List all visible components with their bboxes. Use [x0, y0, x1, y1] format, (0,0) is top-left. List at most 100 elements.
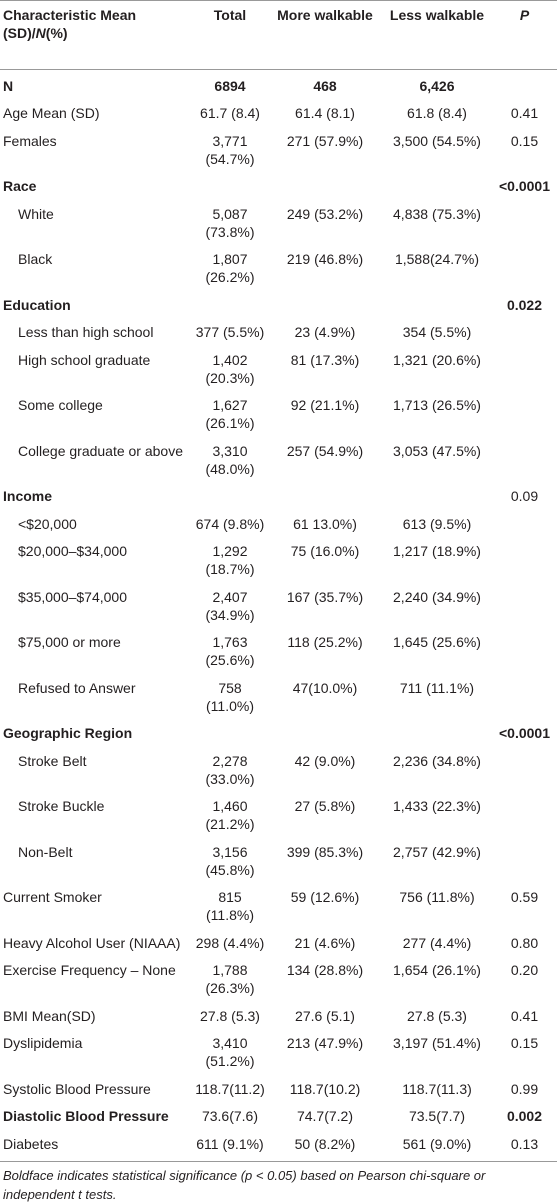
table-row: Current Smoker 815 (11.8%) 59 (12.6%) 756 (… [0, 884, 557, 930]
row-label: White [18, 205, 54, 222]
cell: 0.15 [510, 132, 539, 149]
header-text: Characteristic Mean (SD)/ [3, 7, 137, 41]
cell: 3,771 (54.7%) [205, 132, 255, 167]
cell: 0.09 [510, 488, 539, 505]
table-row: Dyslipidemia 3,410 (51.2%) 213 (47.9%) 3,19… [0, 1030, 557, 1076]
table-row: Stroke Buckle 1,460 (21.2%) 27 (5.8%) 1,433… [0, 793, 557, 839]
cell [192, 291, 268, 319]
cell: 0.41 [510, 105, 539, 122]
cell: 271 (57.9%) [286, 132, 364, 149]
cell [492, 838, 557, 884]
row-label: Race [3, 178, 37, 195]
cell [492, 69, 557, 99]
cell: 75 (16.0%) [290, 543, 360, 560]
cell: 0.13 [492, 1130, 557, 1162]
cell: 81 (17.3%) [290, 351, 360, 368]
table-row: $75,000 or more 1,763 (25.6%) 118 (25.2%) 1… [0, 629, 557, 675]
header-cell: P [492, 0, 557, 70]
cell: 2,407 (34.9%) [205, 588, 255, 623]
table-row: High school graduate 1,402 (20.3%) 81 (17.… [0, 346, 557, 392]
header-text: P [519, 7, 530, 23]
cell: 0.15 [510, 1035, 539, 1052]
cell [492, 793, 557, 839]
table-row: Age Mean (SD) 61.7 (8.4) 61.4 (8.1) 61.8 (8… [0, 100, 557, 128]
cell [492, 629, 557, 675]
cell: 3,310 (48.0%) [205, 442, 255, 477]
row-label: $75,000 or more [18, 634, 121, 651]
cell: 5,087 (73.8%) [205, 205, 255, 240]
cell: 2,757 (42.9%) [393, 843, 481, 860]
cell: 1,788 (26.3%) [205, 962, 255, 997]
cell: 213 (47.9%) [286, 1035, 364, 1052]
row-label: Current Smoker [3, 889, 102, 906]
row-label: N [3, 77, 14, 94]
cell: 613 (9.5%) [402, 515, 472, 532]
cell [382, 720, 492, 748]
cell [492, 674, 557, 720]
table-row: Diabetes 611 (9.1%) 50 (8.2%) 561 (9.0%) 0.1… [0, 1130, 557, 1162]
cell: 0.59 [510, 889, 539, 906]
cell: 61.4 (8.1) [295, 105, 355, 122]
cell: 758 (11.0%) [206, 679, 254, 714]
cell [268, 720, 382, 748]
cell: 0.80 [510, 934, 539, 951]
cell [192, 720, 268, 748]
header-cell: Less walkable [382, 0, 492, 70]
cell [492, 583, 557, 629]
cell: 1,654 (26.1%) [393, 962, 481, 979]
cell: 6894 [214, 77, 246, 94]
cell: 118.7(11.2) [195, 1080, 265, 1097]
row-label: Stroke Belt [18, 752, 87, 769]
table-row: College graduate or above 3,310 (48.0%) 25… [0, 437, 557, 483]
table-row: Heavy Alcohol User (NIAAA) 298 (4.4%) 21 (… [0, 929, 557, 957]
row-label: Geographic Region [3, 725, 133, 742]
cell: 50 (8.2%) [268, 1130, 382, 1162]
cell: 6,426 [419, 77, 455, 94]
row-label: Income [3, 488, 53, 505]
cell: 249 (53.2%) [286, 205, 364, 222]
cell: 354 (5.5%) [402, 324, 472, 341]
cell: 1,460 (21.2%) [205, 798, 255, 833]
table-row: Geographic Region <0.0001 [0, 720, 557, 748]
table-header: Characteristic Mean (SD)/N(%) Total More… [0, 0, 557, 70]
header-cell: More walkable [268, 0, 382, 70]
cell: 23 (4.9%) [294, 324, 356, 341]
cell: 167 (35.7%) [286, 588, 364, 605]
cell [192, 483, 268, 511]
cell: 4,838 (75.3%) [393, 205, 481, 222]
cell: <0.0001 [499, 178, 550, 195]
row-label: Systolic Blood Pressure [3, 1080, 151, 1097]
cell: 377 (5.5%) [195, 324, 265, 341]
cell: 73.6(7.6) [201, 1108, 259, 1125]
cell: 61.7 (8.4) [200, 105, 260, 122]
row-label: Exercise Frequency – None [3, 962, 176, 979]
footnote: Boldface indicates statistical significa… [3, 1167, 486, 1202]
cell: 0.41 [510, 1007, 539, 1024]
cell: 27.8 (5.3) [200, 1007, 260, 1024]
cell: 73.5(7.7) [408, 1108, 466, 1125]
table-row: Education 0.022 [0, 291, 557, 319]
table-row: Stroke Belt 2,278 (33.0%) 42 (9.0%) 2,236 (… [0, 747, 557, 793]
cell: 561 (9.0%) [382, 1130, 492, 1162]
row-label: $35,000–$74,000 [18, 588, 127, 605]
cell: 0.022 [506, 296, 543, 313]
cell: 277 (4.4%) [402, 934, 472, 951]
row-label: Age Mean (SD) [3, 105, 100, 122]
row-label: $20,000–$34,000 [18, 543, 127, 560]
table-row: $35,000–$74,000 2,407 (34.9%) 167 (35.7%) 2… [0, 583, 557, 629]
row-label: Education [3, 296, 71, 313]
cell: 118.7(11.3) [402, 1080, 472, 1097]
row-label: <$20,000 [18, 515, 77, 532]
cell [382, 291, 492, 319]
cell: 61 13.0%) [293, 515, 357, 532]
cell: 815 (11.8%) [206, 889, 254, 924]
table-row: Refused to Answer 758 (11.0%) 47(10.0%) 711… [0, 674, 557, 720]
cell [492, 538, 557, 584]
cell: 74.7(7.2) [296, 1108, 354, 1125]
cell [492, 510, 557, 538]
cell: 1,645 (25.6%) [393, 634, 481, 651]
cell [492, 747, 557, 793]
cell [268, 173, 382, 201]
cell [268, 483, 382, 511]
table-row: Non-Belt 3,156 (45.8%) 399 (85.3%) 2,757 (4… [0, 838, 557, 884]
